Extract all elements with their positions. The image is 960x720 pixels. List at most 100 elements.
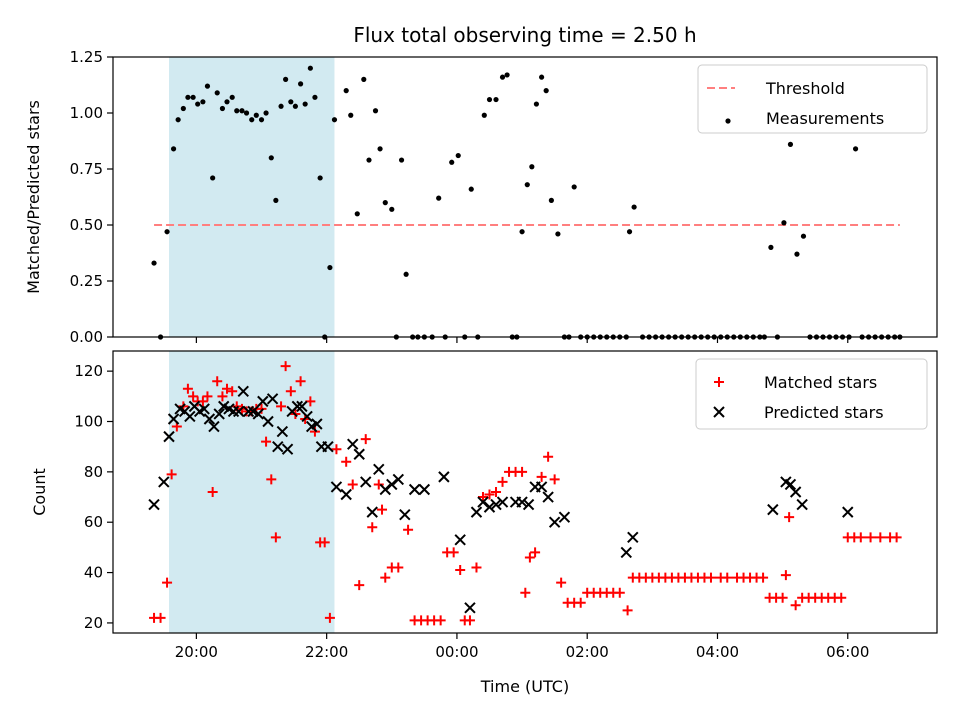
panel-bottom: 20 40 60 80 100 120 20:00 22:00 00:00 02:00 04:00 0… — [30, 350, 938, 661]
data-point — [311, 418, 323, 430]
legend-swatch — [713, 406, 725, 418]
data-point — [340, 488, 352, 501]
y-axis-label: Count — [30, 468, 49, 516]
data-point — [249, 117, 255, 123]
data-point — [353, 448, 365, 460]
data-point — [614, 587, 625, 598]
shaded-region — [169, 351, 335, 633]
data-point — [163, 430, 175, 443]
data-point — [151, 260, 157, 266]
data-point — [784, 512, 795, 523]
data-point — [258, 117, 265, 123]
data-point — [796, 498, 808, 511]
plot-frame — [112, 350, 938, 634]
data-point — [784, 478, 797, 491]
x-tick-label: 00:00 — [435, 643, 478, 661]
data-point — [543, 88, 549, 94]
data-point — [408, 483, 421, 496]
data-point — [162, 577, 173, 588]
y-tick-label: 60 — [84, 513, 103, 531]
legend-swatch — [714, 377, 724, 387]
y-tick-label: 0.75 — [70, 160, 103, 178]
data-point — [164, 229, 170, 235]
data-point — [377, 504, 388, 515]
data-point — [278, 103, 284, 109]
data-point — [190, 94, 196, 100]
data-point — [207, 487, 218, 497]
data-point — [158, 476, 170, 488]
data-point — [217, 391, 228, 402]
data-point — [347, 479, 358, 490]
data-point — [262, 415, 274, 428]
data-point — [438, 471, 450, 483]
data-point — [204, 83, 211, 89]
data-point — [517, 466, 528, 477]
legend-label: Predicted stars — [764, 403, 884, 422]
data-point — [257, 395, 269, 408]
legend-label: Matched stars — [764, 373, 877, 392]
data-point — [435, 615, 446, 626]
data-point — [477, 496, 489, 508]
x-tick-label: 04:00 — [696, 643, 739, 661]
y-tick-label: 0.00 — [70, 328, 103, 346]
data-point — [477, 492, 488, 503]
data-point — [180, 105, 186, 112]
data-point — [481, 112, 487, 118]
y-axis-label: Matched/Predicted stars — [24, 100, 43, 294]
x-axis-label: Time (UTC) — [480, 677, 569, 696]
data-point — [486, 96, 493, 103]
data-point — [379, 483, 391, 496]
data-point — [705, 572, 716, 583]
data-point — [297, 81, 304, 87]
data-point — [366, 157, 372, 163]
data-point — [536, 471, 547, 482]
data-point — [182, 383, 193, 394]
y-tick-label: 80 — [84, 463, 103, 481]
data-point — [341, 456, 352, 467]
data-point — [184, 410, 196, 423]
y-tick-label: 0.50 — [70, 216, 103, 234]
data-point — [213, 408, 225, 420]
data-point — [234, 108, 240, 114]
data-point — [261, 436, 272, 447]
data-point — [243, 110, 250, 116]
data-point — [490, 498, 502, 511]
data-point — [354, 580, 365, 591]
data-point — [170, 146, 177, 152]
data-point — [360, 434, 371, 445]
data-point — [398, 157, 405, 163]
series-0 — [151, 65, 903, 340]
data-point — [210, 175, 216, 181]
data-point — [242, 405, 255, 418]
data-point — [852, 146, 859, 152]
data-point — [875, 532, 886, 543]
data-point — [499, 74, 506, 80]
data-point — [256, 403, 267, 414]
data-point — [781, 220, 787, 226]
data-point — [237, 385, 249, 397]
data-point — [324, 612, 335, 623]
y-tick-label: 20 — [84, 614, 103, 632]
data-point — [319, 537, 330, 548]
data-point — [200, 99, 206, 105]
panel-top: 0.00 0.25 0.50 0.75 1.00 1.25 Matched/Predicte… — [24, 48, 938, 346]
data-point — [448, 547, 459, 558]
y-tick-label: 1.00 — [70, 104, 103, 122]
data-point — [253, 112, 259, 118]
data-point — [322, 440, 334, 453]
legend-box — [697, 64, 928, 134]
data-point — [301, 410, 313, 423]
data-point — [197, 396, 208, 407]
data-point — [470, 506, 483, 518]
data-point — [263, 110, 269, 116]
legend-swatch — [725, 118, 731, 124]
data-point — [283, 76, 289, 82]
data-point — [794, 251, 800, 257]
data-point — [148, 498, 160, 511]
data-point — [382, 200, 388, 206]
data-point — [516, 496, 528, 508]
data-point — [312, 94, 318, 100]
data-point — [780, 570, 791, 581]
data-point — [212, 376, 223, 387]
data-point — [519, 229, 525, 235]
